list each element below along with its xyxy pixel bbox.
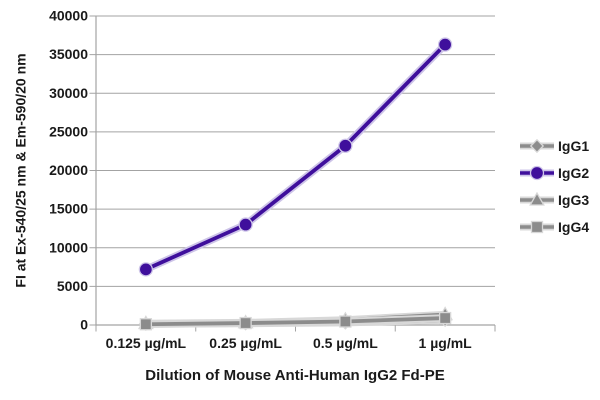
marker-IgG4-3 [438, 311, 452, 325]
y-tick-label: 10000 [49, 239, 88, 255]
legend-marker-shape [530, 220, 544, 233]
y-tick-label: 40000 [49, 8, 88, 24]
y-tick-label: 20000 [49, 162, 88, 178]
legend-label: IgG4 [558, 218, 590, 235]
marker-IgG4-1 [239, 316, 252, 330]
marker-IgG2-1 [238, 217, 253, 232]
y-tick-label: 25000 [49, 123, 88, 139]
x-tick-label: 0.25 µg/mL [209, 335, 282, 351]
legend-item-IgG1: IgG1 [519, 132, 589, 159]
y-axis-title: FI at Ex-540/25 nm & Em-590/20 nm [13, 53, 29, 287]
legend-marker-shape [529, 165, 545, 180]
x-axis-title: Dilution of Mouse Anti-Human IgG2 Fd-PE [145, 367, 444, 384]
series-line-IgG4 [143, 316, 448, 327]
x-tick-label: 0.125 µg/mL [106, 335, 187, 351]
series-line-IgG2 [143, 42, 448, 272]
marker-IgG4-0 [139, 318, 153, 331]
marker-IgG4-2 [339, 315, 352, 328]
y-tick-label: 0 [80, 317, 88, 333]
y-tick-label: 30000 [49, 85, 88, 101]
axis-tick-labels: 0 5000 10000 15000 20000 25000 30000 35000 40000… [49, 8, 472, 352]
legend-marker-shape [529, 138, 545, 153]
series-line-halo-IgG2 [142, 40, 449, 274]
legend-marker-square-icon [520, 220, 554, 233]
legend: IgG1 IgG2 IgG3 IgG4 [519, 132, 589, 240]
y-tick-label: 35000 [49, 46, 88, 62]
legend-label: IgG2 [558, 164, 590, 181]
legend-marker-shape [529, 191, 545, 206]
marker-IgG2-2 [338, 138, 353, 153]
legend-item-IgG4: IgG4 [519, 213, 589, 240]
legend-marker-diamond-icon [520, 138, 554, 153]
x-tick-label: 0.5 µg/mL [313, 335, 378, 351]
data-series [137, 37, 454, 331]
axes [89, 15, 496, 332]
x-tick-label: 1 µg/mL [419, 335, 473, 351]
legend-marker-circle-icon [520, 165, 554, 180]
y-tick-label: 15000 [49, 201, 88, 217]
legend-label: IgG3 [558, 191, 590, 208]
y-tick-label: 5000 [57, 278, 88, 294]
legend-item-IgG3: IgG3 [519, 186, 589, 213]
legend-label: IgG1 [558, 137, 590, 154]
gridlines [96, 15, 495, 287]
marker-IgG2-0 [138, 262, 154, 277]
legend-marker-triangle-icon [520, 191, 554, 206]
marker-IgG2-3 [437, 37, 453, 52]
legend-item-IgG2: IgG2 [519, 159, 589, 186]
